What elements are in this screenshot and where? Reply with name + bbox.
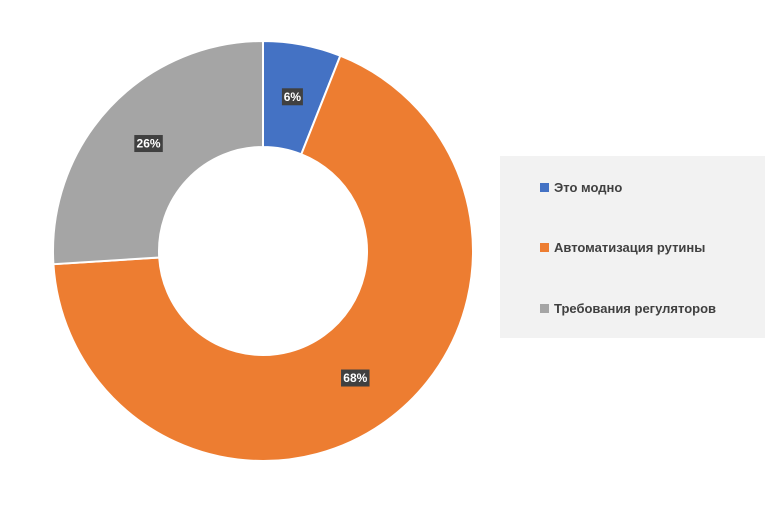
data-label-box xyxy=(281,88,303,106)
legend-item-routine-automation: Автоматизация рутины xyxy=(540,240,705,255)
data-label-text: 68% xyxy=(343,371,367,385)
data-label-text: 6% xyxy=(284,90,302,104)
data-label-regulatory-requirements: 26% xyxy=(134,135,163,153)
data-label-box xyxy=(134,135,163,153)
legend-swatch-regulatory-requirements xyxy=(540,304,549,313)
legend-swatch-routine-automation xyxy=(540,243,549,252)
legend-label: Это модно xyxy=(554,180,623,195)
data-label-text: 26% xyxy=(137,137,161,151)
donut-slice-routine-automation xyxy=(52,54,474,462)
legend-item-regulatory-requirements: Требования регуляторов xyxy=(540,301,716,316)
data-label-routine-automation: 68% xyxy=(341,369,370,387)
legend-label: Требования регуляторов xyxy=(554,301,717,316)
legend-label: Автоматизация рутины xyxy=(554,240,706,255)
data-label-box xyxy=(341,369,370,387)
donut-slice-regulatory-requirements xyxy=(52,39,264,266)
legend-swatch-this-is-trendy xyxy=(540,183,549,192)
chart-legend: Это модно Автоматизация рутины Требовани… xyxy=(500,156,765,338)
legend-item-this-is-trendy: Это модно xyxy=(540,180,622,195)
data-label-this-is-trendy: 6% xyxy=(281,88,303,106)
